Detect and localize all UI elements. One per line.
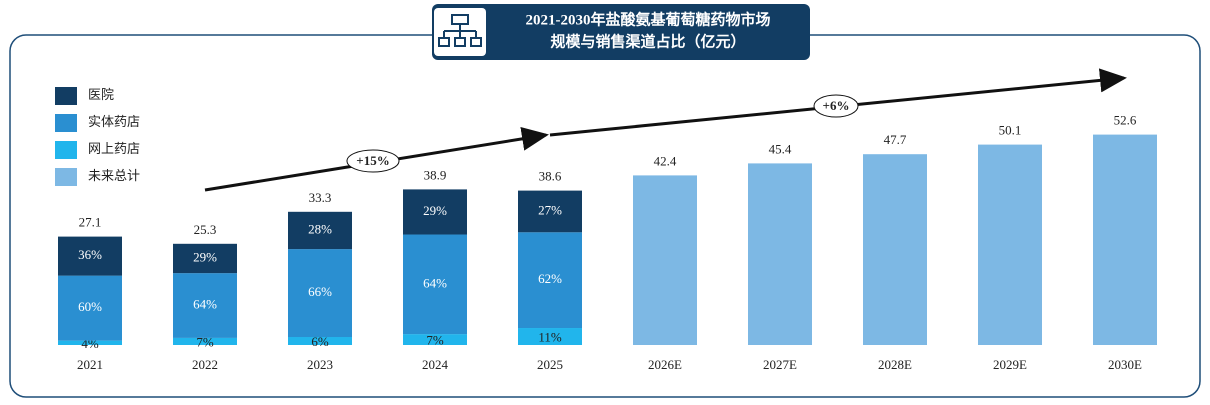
bar <box>748 163 812 345</box>
bar-segment <box>288 337 352 345</box>
x-tick-label: 2028E <box>878 357 912 372</box>
x-tick-label: 2024 <box>422 357 449 372</box>
x-tick-label: 2027E <box>763 357 797 372</box>
segment-label: 60% <box>78 299 102 314</box>
x-tick-label: 2029E <box>993 357 1027 372</box>
segment-label: 11% <box>538 329 562 344</box>
annotation: +15% <box>356 153 389 168</box>
bar <box>633 175 697 345</box>
segment-label: 6% <box>311 334 329 349</box>
chart-title: 2021-2030年盐酸氨基葡萄糖药物市场 <box>526 10 771 28</box>
segment-label: 29% <box>193 249 217 264</box>
x-tick-label: 2023 <box>307 357 333 372</box>
chart-subtitle: 规模与销售渠道占比（亿元） <box>550 32 745 50</box>
bar-segment <box>173 243 237 274</box>
bar <box>978 144 1042 345</box>
total-label: 33.3 <box>309 190 332 205</box>
segment-label: 27% <box>538 202 562 217</box>
legend-label: 网上药店 <box>88 141 140 156</box>
total-label: 38.6 <box>539 169 562 184</box>
legend-label: 实体药店 <box>88 114 140 129</box>
segment-label: 64% <box>193 297 217 312</box>
annotation: +6% <box>823 98 850 113</box>
bar <box>1093 134 1157 345</box>
total-label: 38.9 <box>424 167 447 182</box>
bar-segment <box>58 340 122 345</box>
annotation-bubble <box>813 94 859 118</box>
bar-segment <box>403 189 467 235</box>
bar-segment <box>288 249 352 338</box>
legend-swatch <box>55 87 77 105</box>
bar-segment <box>288 211 352 250</box>
segment-label: 66% <box>308 284 332 299</box>
x-tick-label: 2022 <box>192 357 218 372</box>
bar-segment <box>518 232 582 329</box>
value-label: 47.7 <box>884 132 907 147</box>
bar-segment <box>58 236 122 276</box>
segment-label: 28% <box>308 221 332 236</box>
segment-label: 64% <box>423 275 447 290</box>
legend-swatch <box>55 168 77 186</box>
value-label: 50.1 <box>999 123 1022 138</box>
bar-segment <box>518 190 582 233</box>
bar-segment <box>58 275 122 341</box>
x-tick-label: 2026E <box>648 357 682 372</box>
total-label: 27.1 <box>79 215 102 230</box>
x-tick-label: 2030E <box>1108 357 1142 372</box>
x-tick-label: 2025 <box>537 357 563 372</box>
bar-segment <box>403 234 467 335</box>
title-icon <box>438 14 482 47</box>
legend-swatch <box>55 141 77 159</box>
bar-segment <box>173 337 237 345</box>
bar-segment <box>173 273 237 338</box>
legend-swatch <box>55 114 77 132</box>
segment-label: 7% <box>426 333 444 348</box>
total-label: 25.3 <box>194 222 217 237</box>
value-label: 42.4 <box>654 153 677 168</box>
x-tick-label: 2021 <box>77 357 103 372</box>
value-label: 45.4 <box>769 141 792 156</box>
annotation-bubble <box>346 149 400 173</box>
bar-segment <box>518 328 582 345</box>
bar-segment <box>403 334 467 345</box>
legend-label: 未来总计 <box>88 168 140 183</box>
segment-label: 36% <box>78 247 102 262</box>
value-label: 52.6 <box>1114 113 1137 128</box>
title-box <box>432 4 810 60</box>
legend-label: 医院 <box>88 87 114 102</box>
bar <box>863 154 927 345</box>
segment-label: 29% <box>423 203 447 218</box>
segment-label: 7% <box>196 334 214 349</box>
segment-label: 62% <box>538 271 562 286</box>
